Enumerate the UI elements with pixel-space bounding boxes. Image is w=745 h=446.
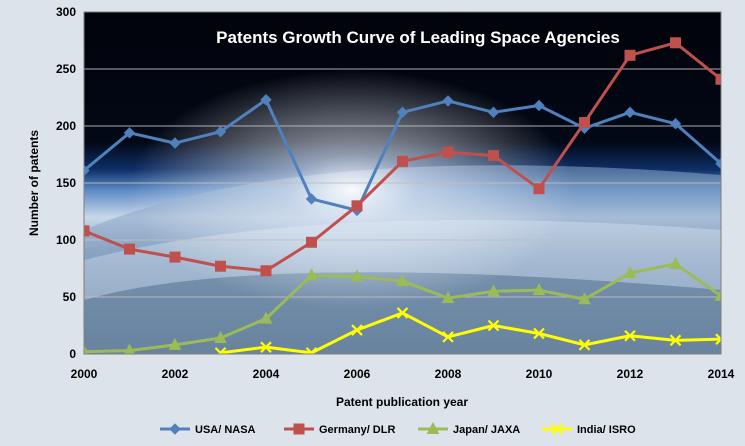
- series-india-isro: [214, 307, 721, 354]
- series-line-india-isro: [220, 311, 721, 354]
- legend-item-india-isro: India/ ISRO: [542, 423, 636, 436]
- y-tick-label: 300: [56, 5, 76, 19]
- legend-item-germany-dlr: Germany/ DLR: [284, 423, 395, 436]
- series-usa-nasa: [84, 94, 721, 217]
- series-japan-jaxa: [84, 256, 721, 354]
- data-point-india-isro: [351, 324, 363, 336]
- data-point-japan-jaxa: [305, 268, 318, 281]
- data-point-usa-nasa: [669, 118, 682, 130]
- legend-label: Japan/ JAXA: [453, 424, 520, 436]
- data-point-germany-dlr: [124, 243, 135, 255]
- x-tick-label: 2004: [253, 367, 280, 381]
- data-point-japan-jaxa: [259, 311, 273, 324]
- data-point-india-isro: [305, 347, 318, 354]
- data-point-usa-nasa: [442, 95, 454, 107]
- data-point-japan-jaxa: [532, 283, 546, 296]
- data-point-japan-jaxa: [623, 265, 637, 279]
- x-tick-label: 2014: [708, 367, 735, 381]
- plot-area: [84, 12, 721, 354]
- x-tick-label: 2010: [526, 367, 553, 381]
- x-tick-label: 2006: [344, 367, 371, 381]
- data-point-japan-jaxa: [84, 344, 89, 354]
- data-point-germany-dlr: [169, 251, 181, 263]
- data-point-japan-jaxa: [124, 343, 135, 354]
- y-tick-label: 200: [56, 119, 76, 133]
- data-point-india-isro: [442, 331, 454, 343]
- data-point-japan-jaxa: [350, 269, 364, 282]
- data-point-india-isro: [578, 339, 591, 351]
- data-point-usa-nasa: [715, 157, 721, 170]
- data-point-germany-dlr: [442, 146, 454, 158]
- chart-title: Patents Growth Curve of Leading Space Ag…: [216, 28, 620, 47]
- y-axis-title: Number of patents: [27, 130, 41, 236]
- data-point-usa-nasa: [84, 164, 90, 177]
- data-point-india-isro: [624, 329, 636, 342]
- data-point-india-isro: [533, 327, 545, 340]
- data-point-india-isro: [715, 333, 721, 345]
- series-layer: [84, 37, 721, 354]
- legend-item-japan-jaxa: Japan/ JAXA: [418, 421, 520, 436]
- y-tick-label: 150: [56, 176, 76, 190]
- data-point-germany-dlr: [260, 265, 272, 277]
- data-point-japan-jaxa: [714, 288, 721, 301]
- legend-swatch-marker: [551, 423, 563, 435]
- data-point-germany-dlr: [533, 183, 545, 195]
- data-point-japan-jaxa: [441, 291, 455, 304]
- data-point-usa-nasa: [396, 106, 409, 119]
- data-point-usa-nasa: [624, 106, 636, 119]
- y-tick-label: 100: [56, 233, 76, 247]
- y-tick-label: 250: [56, 62, 76, 76]
- data-point-germany-dlr: [351, 200, 363, 212]
- data-point-japan-jaxa: [578, 292, 591, 305]
- series-germany-dlr: [84, 37, 721, 277]
- data-point-usa-nasa: [169, 137, 181, 149]
- legend-label: Germany/ DLR: [319, 424, 395, 436]
- data-point-germany-dlr: [306, 236, 317, 248]
- data-point-india-isro: [487, 319, 500, 332]
- legend-swatch-marker: [293, 423, 305, 435]
- data-point-india-isro: [260, 341, 272, 353]
- data-point-japan-jaxa: [487, 284, 500, 297]
- y-axis-ticks: 0 50 100 150 200 250 300: [56, 5, 76, 361]
- legend-swatch-marker: [169, 423, 181, 435]
- legend-item-usa-nasa: USA/ NASA: [160, 423, 256, 436]
- data-point-germany-dlr: [215, 260, 226, 272]
- data-point-japan-jaxa: [214, 330, 227, 344]
- x-axis-ticks: 2000 2002 2004 2006 2008 2010 2012 2014: [71, 367, 735, 381]
- x-tick-label: 2008: [435, 367, 462, 381]
- gridlines: [84, 68, 721, 298]
- legend-swatch-marker: [426, 421, 440, 434]
- data-point-india-isro: [396, 307, 409, 319]
- data-point-usa-nasa: [260, 94, 272, 106]
- x-tick-label: 2000: [71, 367, 98, 381]
- x-tick-label: 2002: [162, 367, 189, 381]
- y-tick-label: 0: [69, 347, 76, 361]
- x-axis-title: Patent publication year: [336, 395, 468, 409]
- legend-label: USA/ NASA: [195, 424, 256, 436]
- legend-label: India/ ISRO: [577, 424, 636, 436]
- data-point-japan-jaxa: [669, 256, 682, 269]
- data-point-japan-jaxa: [168, 337, 182, 350]
- data-point-germany-dlr: [670, 37, 681, 49]
- data-point-usa-nasa: [533, 99, 545, 112]
- data-point-usa-nasa: [305, 193, 318, 205]
- data-point-germany-dlr: [715, 73, 721, 85]
- x-tick-label: 2012: [617, 367, 644, 381]
- data-point-india-isro: [669, 334, 682, 347]
- legend: USA/ NASA Germany/ DLR Japan/ JAXA India/ I…: [160, 421, 636, 436]
- plot-border: [83, 11, 722, 355]
- data-point-germany-dlr: [397, 155, 408, 167]
- data-point-germany-dlr: [84, 225, 90, 237]
- data-point-usa-nasa: [123, 127, 136, 139]
- data-point-germany-dlr: [624, 49, 636, 61]
- data-point-india-isro: [214, 347, 227, 354]
- data-point-japan-jaxa: [396, 273, 409, 287]
- data-point-usa-nasa: [487, 106, 500, 119]
- data-point-germany-dlr: [488, 150, 499, 162]
- data-point-usa-nasa: [214, 125, 227, 138]
- data-point-germany-dlr: [579, 117, 590, 129]
- y-tick-label: 50: [63, 290, 77, 304]
